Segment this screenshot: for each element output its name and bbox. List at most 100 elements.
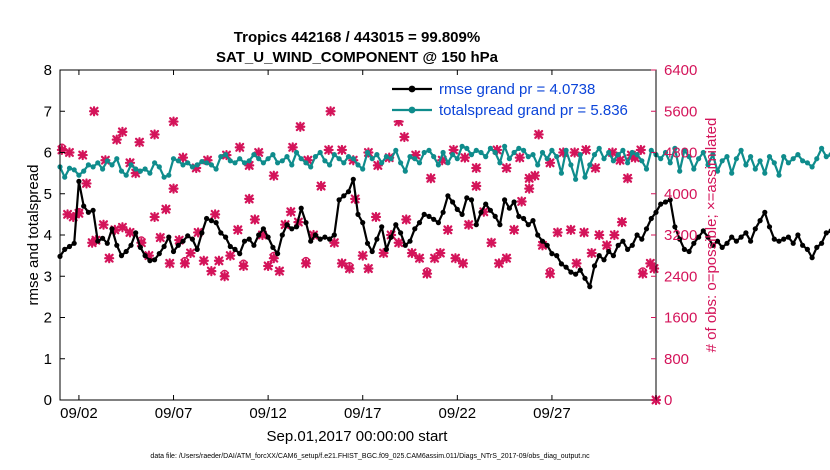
rmse-point: [748, 238, 754, 244]
rmse-point: [738, 234, 744, 240]
rmse-point: [246, 236, 252, 242]
assimilated-obs-marker: [168, 116, 179, 127]
spread-point: [625, 160, 631, 166]
rmse-point: [558, 261, 565, 267]
x-tick-label: 09/27: [533, 405, 571, 422]
assimilated-obs-marker: [614, 155, 626, 166]
x-axis-label: Sep.01,2017 00:00:00 start: [267, 428, 449, 445]
rmse-point: [450, 199, 456, 205]
assimilated-obs-marker: [425, 173, 436, 184]
spread-point: [152, 160, 158, 166]
possible-obs-marker: [220, 269, 229, 278]
spread-point: [66, 165, 73, 171]
assimilated-obs-marker: [177, 152, 189, 163]
spread-point: [539, 149, 546, 156]
rmse-point: [445, 193, 451, 199]
right-y-tick-label: 2400: [664, 268, 697, 285]
legend-spread-label: totalspread grand pr = 5.836: [439, 102, 628, 119]
spread-point: [658, 156, 664, 162]
spread-point: [312, 154, 318, 160]
spread-point: [114, 156, 120, 162]
rmse-point: [156, 251, 162, 257]
spread-point: [454, 156, 460, 162]
possible-obs-marker: [423, 267, 431, 275]
spread-point: [398, 160, 404, 166]
assimilated-obs-marker: [117, 126, 128, 137]
spread-point: [85, 162, 91, 168]
rmse-point: [123, 248, 129, 255]
spread-point: [90, 164, 96, 170]
spread-point: [407, 154, 413, 160]
spread-point: [204, 160, 210, 166]
spread-point: [629, 149, 635, 156]
rmse-point: [275, 251, 281, 257]
rmse-point: [100, 235, 106, 241]
assimilated-obs-marker: [393, 116, 404, 127]
rmse-point: [388, 234, 394, 240]
assimilated-obs-marker: [410, 149, 421, 161]
spread-point: [208, 162, 214, 168]
rmse-point: [170, 248, 177, 255]
assimilated-obs-marker: [537, 240, 548, 251]
spread-point: [459, 143, 465, 149]
left-y-tick-label: 8: [44, 62, 52, 79]
rmse-point: [615, 242, 621, 248]
rmse-point: [497, 222, 503, 228]
rmse-point: [109, 226, 115, 232]
spread-point: [700, 149, 706, 156]
spread-point: [662, 149, 669, 156]
spread-point: [265, 156, 271, 162]
left-y-axis-label: rmse and totalspread: [25, 165, 42, 306]
rmse-point: [672, 224, 678, 230]
spread-point: [199, 159, 205, 165]
spread-point: [355, 162, 361, 168]
rmse-point: [194, 246, 200, 252]
assimilated-obs-marker: [185, 247, 196, 259]
rmse-point: [128, 242, 134, 248]
rmse-point: [345, 189, 352, 195]
spread-point: [554, 154, 560, 160]
spread-point: [445, 160, 451, 166]
rmse-point: [662, 199, 669, 205]
rmse-point: [804, 246, 811, 252]
spread-point: [710, 152, 716, 158]
assimilated-obs-marker: [234, 142, 245, 153]
right-y-tick-label: 1600: [664, 310, 697, 327]
spread-point: [672, 145, 678, 151]
assimilated-obs-marker: [160, 204, 172, 215]
rmse-point: [152, 257, 158, 263]
rmse-point: [289, 226, 295, 232]
spread-point: [785, 160, 792, 166]
rmse-point: [303, 220, 309, 226]
right-y-tick-label: 0: [664, 392, 672, 409]
rmse-point: [573, 271, 579, 277]
spread-point: [241, 160, 248, 166]
rmse-point: [710, 242, 716, 248]
assimilated-obs-marker: [210, 209, 221, 220]
assimilated-obs-marker: [174, 235, 185, 246]
rmse-point: [350, 176, 356, 182]
spread-point: [345, 154, 352, 160]
spread-point: [379, 160, 385, 166]
spread-point: [317, 149, 323, 156]
rmse-point: [213, 220, 219, 226]
rmse-point: [535, 232, 541, 238]
right-y-axis: 0 800 1600 2400 3200 4000 4800 5600 6400: [651, 62, 697, 409]
rmse-point: [658, 201, 664, 207]
assimilated-obs-marker: [622, 173, 633, 184]
rmse-point: [398, 230, 404, 236]
assimilated-obs-marker: [459, 152, 471, 163]
left-y-tick-label: 4: [44, 227, 52, 244]
possible-obs-marker: [239, 259, 248, 268]
legend-rmse-marker: [408, 85, 416, 93]
rmse-point: [601, 257, 607, 263]
spread-point: [256, 156, 262, 162]
spread-point: [270, 152, 276, 158]
spread-point: [582, 174, 588, 180]
rmse-point: [596, 253, 602, 259]
spread-point: [364, 149, 371, 156]
spread-point: [667, 160, 673, 166]
rmse-point: [511, 199, 517, 205]
spread-point: [402, 168, 408, 174]
assimilated-obs-marker: [257, 229, 268, 241]
